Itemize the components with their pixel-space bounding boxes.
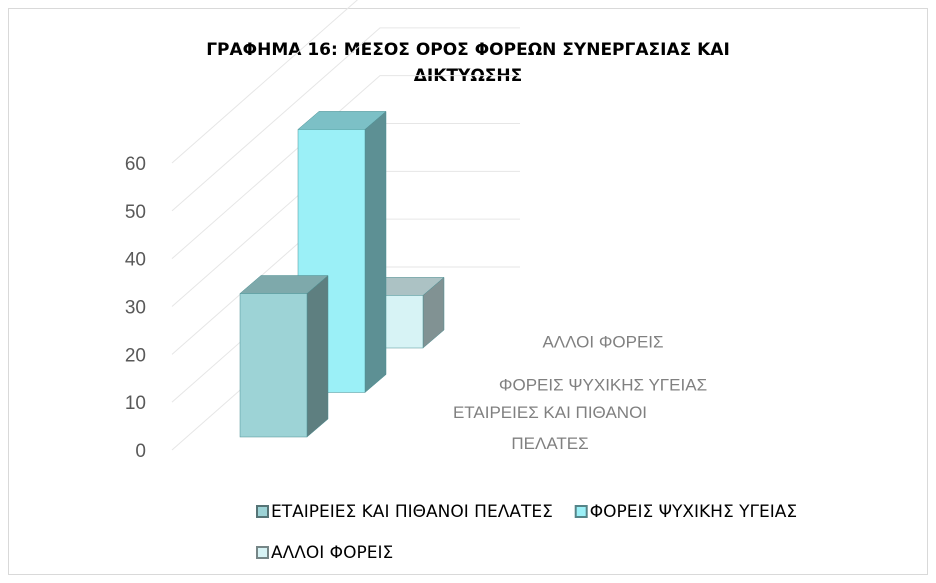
legend-label: ΕΤΑΙΡΕΙΕΣ ΚΑΙ ΠΙΘΑΝΟΙ ΠΕΛΑΤΕΣ (271, 502, 553, 522)
y-tick-label: 30 (125, 298, 146, 319)
y-tick-label: 20 (125, 345, 146, 366)
bar-side (306, 274, 329, 438)
y-tick-label: 60 (125, 154, 146, 175)
depth-label-line: ΠΕΛΑΤΕΣ (511, 434, 588, 453)
depth-label: ΕΤΑΙΡΕΙΕΣ ΚΑΙ ΠΙΘΑΝΟΙ ΠΕΛΑΤΕΣ (453, 403, 647, 453)
bar-front (239, 293, 308, 438)
legend-label: ΑΛΛΟΙ ΦΟΡΕΙΣ (271, 543, 393, 563)
legend-item: ΑΛΛΟΙ ΦΟΡΕΙΣ (256, 543, 393, 563)
chart-frame (8, 8, 928, 575)
legend-label: ΦΟΡΕΙΣ ΨΥΧΙΚΗΣ ΥΓΕΙΑΣ (590, 502, 797, 522)
bar (297, 110, 387, 394)
bar (239, 274, 329, 438)
y-tick-label: 10 (125, 393, 146, 414)
legend-swatch (574, 505, 588, 518)
depth-label-line: ΕΤΑΙΡΕΙΕΣ ΚΑΙ ΠΙΘΑΝΟΙ (453, 403, 647, 422)
bar-side (364, 110, 387, 394)
legend-item: ΕΤΑΙΡΕΙΕΣ ΚΑΙ ΠΙΘΑΝΟΙ ΠΕΛΑΤΕΣ (256, 502, 553, 522)
depth-label: ΑΛΛΟΙ ΦΟΡΕΙΣ (542, 332, 663, 351)
depth-label: ΦΟΡΕΙΣ ΨΥΧΙΚΗΣ ΥΓΕΙΑΣ (499, 375, 707, 394)
y-tick-label: 50 (125, 202, 146, 223)
grid-line (171, 75, 520, 260)
legend-swatch (256, 546, 269, 559)
y-tick-label: 40 (125, 250, 146, 271)
y-tick-label: 0 (135, 441, 146, 462)
grid-line (171, 27, 520, 212)
legend-swatch (256, 505, 269, 518)
grid-line (171, 0, 359, 164)
legend-item: ΦΟΡΕΙΣ ΨΥΧΙΚΗΣ ΥΓΕΙΑΣ (574, 502, 797, 522)
